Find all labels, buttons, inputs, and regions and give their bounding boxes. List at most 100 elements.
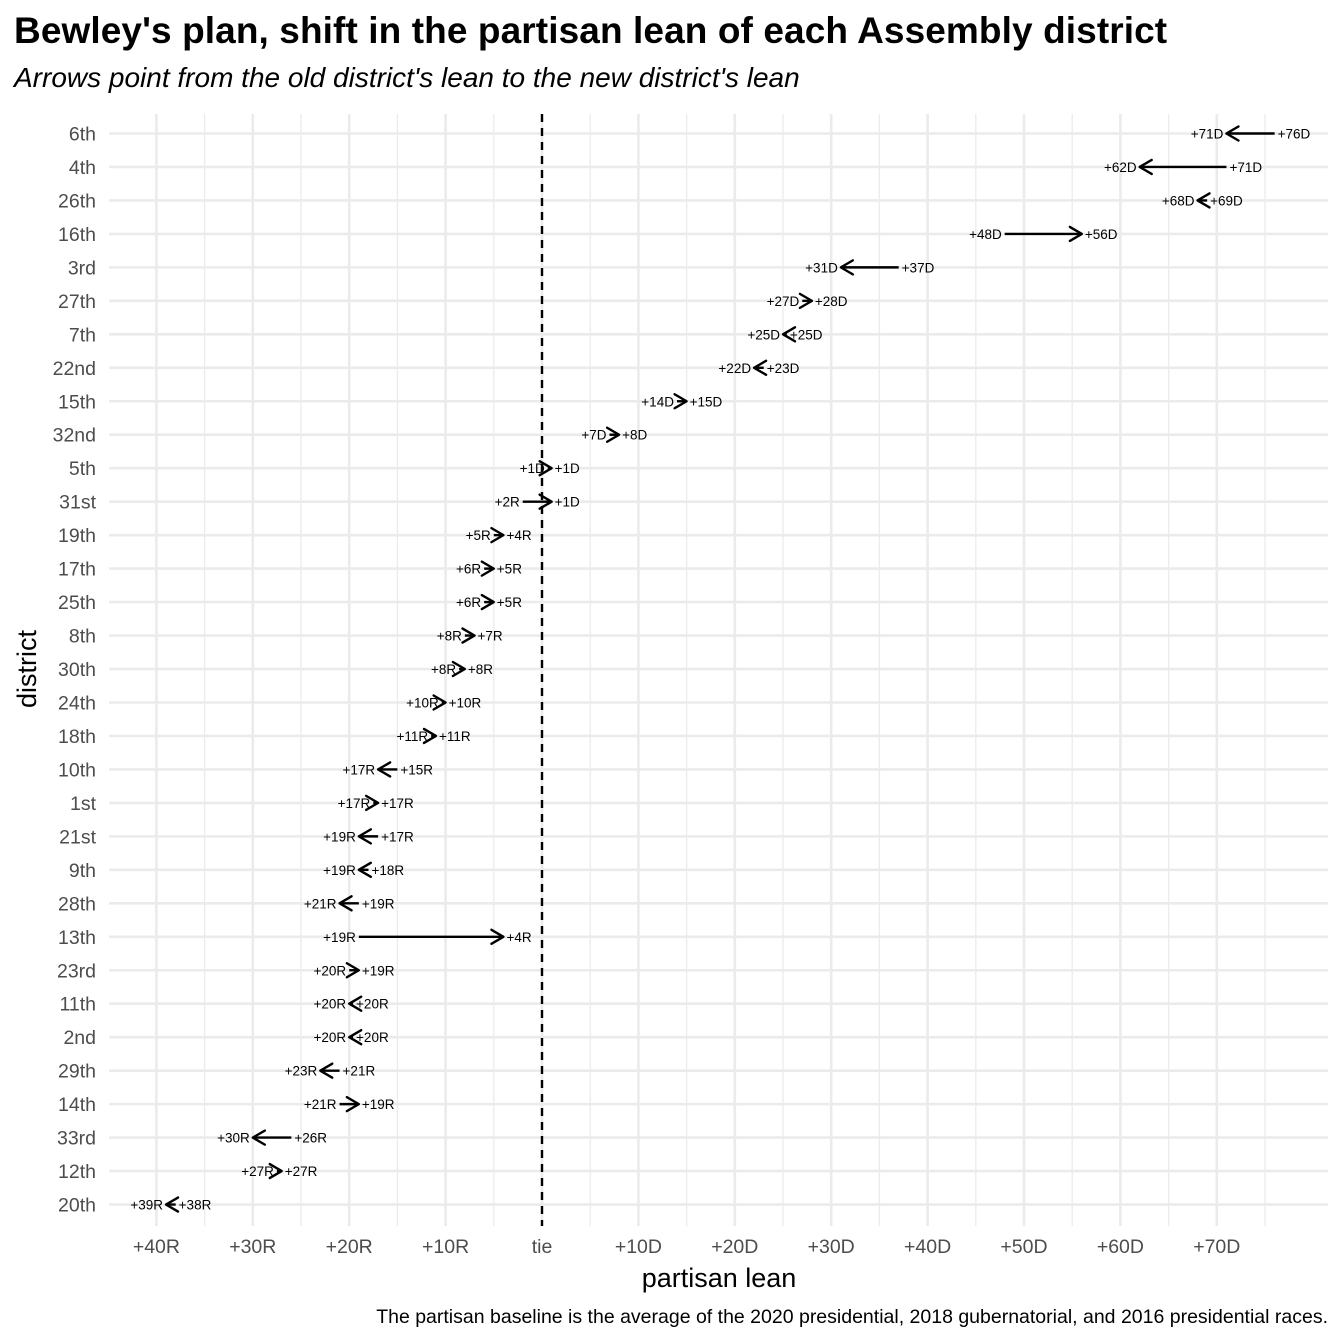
y-tick-label: 23rd (57, 960, 96, 982)
y-tick-label: 28th (58, 893, 96, 915)
x-tick-label: tie (532, 1236, 553, 1258)
data-label-old: +20R (314, 963, 347, 978)
data-label-new: +8D (622, 428, 647, 443)
data-label-new: +1D (555, 461, 580, 476)
data-label-new: +62D (1104, 160, 1137, 175)
data-label-new: +19R (362, 1097, 395, 1112)
data-label-new: +56D (1085, 227, 1118, 242)
y-tick-label: 21st (59, 826, 96, 848)
data-label-old: +17R (338, 796, 371, 811)
x-tick-label: +20D (711, 1236, 758, 1258)
y-tick-label: 20th (58, 1195, 96, 1217)
x-tick-label: +10D (615, 1236, 662, 1258)
data-label-old: +23D (767, 361, 800, 376)
data-label-new: +71D (1191, 127, 1224, 142)
data-label-new: +25D (747, 327, 780, 342)
y-tick-label: 1st (70, 793, 97, 815)
data-label-old: +14D (641, 394, 674, 409)
y-tick-label: 22nd (53, 358, 96, 380)
grid-major (109, 114, 1328, 1226)
x-tick-label: +30D (808, 1236, 855, 1258)
y-tick-label: 5th (69, 458, 96, 480)
x-tick-label: +40R (133, 1236, 180, 1258)
y-tick-label: 24th (58, 692, 96, 714)
x-axis-tick-labels: +40R +30R +20R +10R tie +10D +20D +30D +40D +50D +… (133, 1236, 1241, 1258)
data-label-old: +8R (437, 629, 462, 644)
y-tick-label: 12th (58, 1161, 96, 1183)
data-label-new: +27R (285, 1164, 318, 1179)
data-label-new: +19R (323, 863, 356, 878)
data-label-old: +48D (969, 227, 1002, 242)
data-label-new: +30R (217, 1131, 250, 1146)
arrows-layer (164, 125, 1275, 1213)
y-tick-label: 18th (58, 726, 96, 748)
data-label-new: +39R (130, 1198, 163, 1213)
data-label-old: +2R (495, 495, 520, 510)
y-tick-label: 19th (58, 525, 96, 547)
data-label-old: +71D (1229, 160, 1262, 175)
x-tick-label: +40D (904, 1236, 951, 1258)
y-axis-title: district (12, 630, 42, 709)
data-label-new: +4R (506, 528, 531, 543)
data-label-old: +25D (790, 327, 823, 342)
data-label-old: +19R (323, 930, 356, 945)
data-label-old: +27D (767, 294, 800, 309)
data-label-new: +20R (314, 997, 347, 1012)
x-tick-label: +70D (1193, 1236, 1240, 1258)
data-label-old: +8R (431, 662, 456, 677)
y-tick-label: 33rd (57, 1128, 96, 1150)
y-tick-label: 25th (58, 592, 96, 614)
data-label-old: +38R (179, 1198, 212, 1213)
x-tick-label: +50D (1000, 1236, 1047, 1258)
y-tick-label: 15th (58, 391, 96, 413)
chart-subtitle: Arrows point from the old district's lea… (14, 62, 800, 93)
y-tick-label: 29th (58, 1061, 96, 1083)
data-label-new: +23R (285, 1064, 318, 1079)
y-tick-label: 8th (69, 626, 96, 648)
data-label-old: +1D (520, 461, 545, 476)
data-label-new: +15D (690, 394, 723, 409)
x-axis-title: partisan lean (642, 1263, 797, 1293)
data-label-new: +11R (439, 729, 471, 744)
y-tick-label: 2nd (63, 1027, 96, 1049)
data-label-new: +19R (323, 829, 356, 844)
data-label-new: +5R (497, 562, 522, 577)
y-tick-label: 11th (59, 994, 96, 1016)
data-label-old: +76D (1278, 127, 1311, 142)
y-tick-label: 10th (58, 759, 96, 781)
data-label-new: +22D (718, 361, 751, 376)
data-label-old: +7D (581, 428, 606, 443)
data-label-new: +31D (805, 260, 838, 275)
y-tick-label: 9th (69, 860, 96, 882)
y-tick-label: 7th (69, 324, 96, 346)
data-label-old: +69D (1210, 193, 1243, 208)
chart-title: Bewley's plan, shift in the partisan lea… (14, 10, 1168, 51)
data-label-old: +21R (304, 1097, 337, 1112)
y-tick-label: 31st (59, 492, 96, 514)
data-label-old: +15R (400, 762, 433, 777)
y-tick-label: 3rd (68, 257, 96, 279)
data-label-old: +20R (356, 1030, 389, 1045)
data-label-new: +5R (497, 595, 522, 610)
data-label-old: +6R (456, 595, 481, 610)
y-tick-label: 14th (58, 1094, 96, 1116)
x-tick-label: +30R (229, 1236, 276, 1258)
data-label-new: +19R (362, 963, 395, 978)
x-tick-label: +60D (1097, 1236, 1144, 1258)
data-label-old: +27R (241, 1164, 274, 1179)
data-label-new: +17R (342, 762, 375, 777)
data-label-old: +11R (396, 729, 428, 744)
data-label-old: +20R (356, 997, 389, 1012)
data-label-old: +17R (381, 829, 414, 844)
y-tick-label: 30th (58, 659, 96, 681)
data-label-old: +37D (902, 260, 935, 275)
y-tick-label: 4th (69, 157, 96, 179)
data-label-new: +68D (1162, 193, 1195, 208)
data-label-new: +17R (381, 796, 414, 811)
data-labels-layer: +71D +76D +62D +71D +68D +69D +56D +48D +31D +37D… (130, 127, 1310, 1213)
x-tick-label: +10R (422, 1236, 469, 1258)
data-label-old: +5R (466, 528, 491, 543)
x-tick-label: +20R (326, 1236, 373, 1258)
y-tick-label: 16th (58, 224, 96, 246)
